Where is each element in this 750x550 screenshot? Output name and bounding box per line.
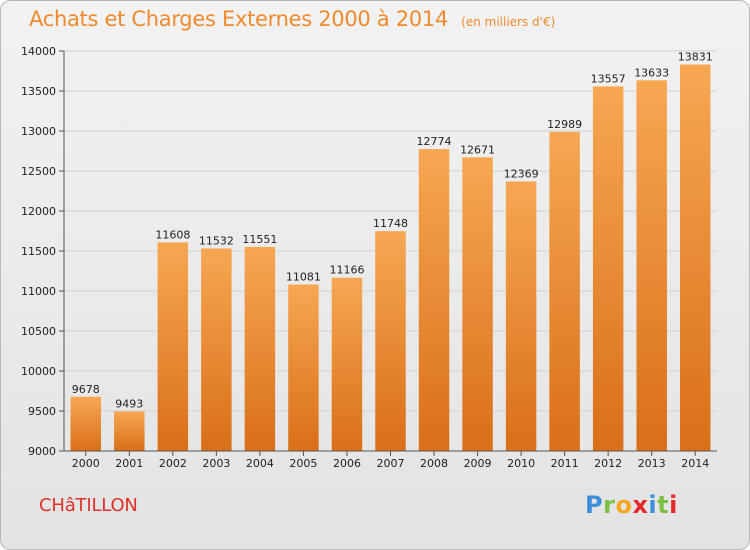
data-label-2006: 11166: [329, 264, 364, 277]
data-label-2004: 11551: [242, 233, 277, 246]
brand-letter: i: [648, 491, 658, 519]
data-label-2009: 12671: [460, 143, 495, 156]
y-tick-label: 12500: [21, 165, 56, 178]
y-tick-label: 13500: [21, 85, 56, 98]
bar-2010[interactable]: [505, 181, 537, 452]
bar-2012[interactable]: [592, 86, 624, 451]
x-tick-label-2007: 2007: [377, 457, 405, 470]
bar-2004[interactable]: [244, 246, 276, 451]
bar-2009[interactable]: [462, 157, 493, 451]
bar-2000[interactable]: [70, 396, 102, 451]
x-tick-label-2001: 2001: [115, 457, 143, 470]
data-label-2001: 9493: [115, 398, 143, 411]
data-label-2008: 12774: [417, 135, 452, 148]
x-tick-label-2005: 2005: [289, 457, 317, 470]
chart-subtitle: (en milliers d'€): [461, 15, 556, 29]
y-tick-label: 14000: [21, 45, 56, 58]
data-label-2014: 13831: [678, 51, 713, 64]
y-tick-label: 13000: [21, 125, 56, 138]
bar-2011[interactable]: [549, 131, 580, 451]
x-tick-label-2008: 2008: [420, 457, 448, 470]
x-tick-label-2002: 2002: [159, 457, 187, 470]
bar-2008[interactable]: [418, 149, 450, 451]
bar-2003[interactable]: [201, 248, 232, 451]
axis-layer: 9000 9500 10000 10500 11000 11500 12000 12500 13…: [21, 45, 717, 470]
brand-letter: x: [632, 491, 649, 519]
bar-2002[interactable]: [157, 242, 189, 451]
y-tick-label: 9000: [28, 445, 56, 458]
y-tick-label: 10000: [21, 365, 56, 378]
y-tick-label: 11500: [21, 245, 56, 258]
data-label-2002: 11608: [155, 228, 190, 241]
bar-2005[interactable]: [288, 284, 319, 451]
bars-layer: 9678 9493 11608 11532 11551 11081 11166 11748 12…: [70, 51, 713, 452]
brand-letter: t: [657, 491, 670, 519]
bar-2006[interactable]: [331, 277, 363, 451]
y-tick-label: 9500: [28, 405, 56, 418]
x-tick-label-2011: 2011: [551, 457, 579, 470]
data-label-2012: 13557: [591, 72, 626, 85]
brand-letter: o: [615, 491, 633, 519]
y-tick-label: 12000: [21, 205, 56, 218]
x-tick-label-2003: 2003: [202, 457, 230, 470]
x-tick-label-2010: 2010: [507, 457, 535, 470]
data-label-2005: 11081: [286, 271, 321, 284]
data-label-2013: 13633: [634, 66, 669, 79]
data-label-2010: 12369: [504, 167, 539, 180]
brand-letter: i: [669, 491, 678, 519]
data-label-2000: 9678: [72, 383, 100, 396]
place-name: CHâTILLON: [39, 495, 138, 516]
brand-letter: r: [603, 491, 616, 519]
x-tick-label-2006: 2006: [333, 457, 361, 470]
y-tick-label: 10500: [21, 325, 56, 338]
bar-2013[interactable]: [636, 80, 667, 452]
x-tick-label-2009: 2009: [464, 457, 492, 470]
x-tick-label-2014: 2014: [681, 457, 709, 470]
title-row: Achats et Charges Externes 2000 à 2014 (…: [29, 7, 555, 31]
bar-2007[interactable]: [375, 231, 406, 451]
data-label-2003: 11532: [199, 234, 234, 247]
data-label-2007: 11748: [373, 217, 408, 230]
bar-2001[interactable]: [114, 411, 145, 451]
x-tick-label-2000: 2000: [72, 457, 100, 470]
x-tick-label-2004: 2004: [246, 457, 274, 470]
x-tick-label-2012: 2012: [594, 457, 622, 470]
brand-letter: P: [585, 491, 604, 519]
bar-2014[interactable]: [679, 64, 711, 451]
y-tick-label: 11000: [21, 285, 56, 298]
chart-title: Achats et Charges Externes 2000 à 2014: [29, 7, 449, 31]
data-label-2011: 12989: [547, 118, 582, 131]
brand-logo[interactable]: Proxiti: [585, 491, 678, 519]
x-tick-label-2013: 2013: [638, 457, 666, 470]
